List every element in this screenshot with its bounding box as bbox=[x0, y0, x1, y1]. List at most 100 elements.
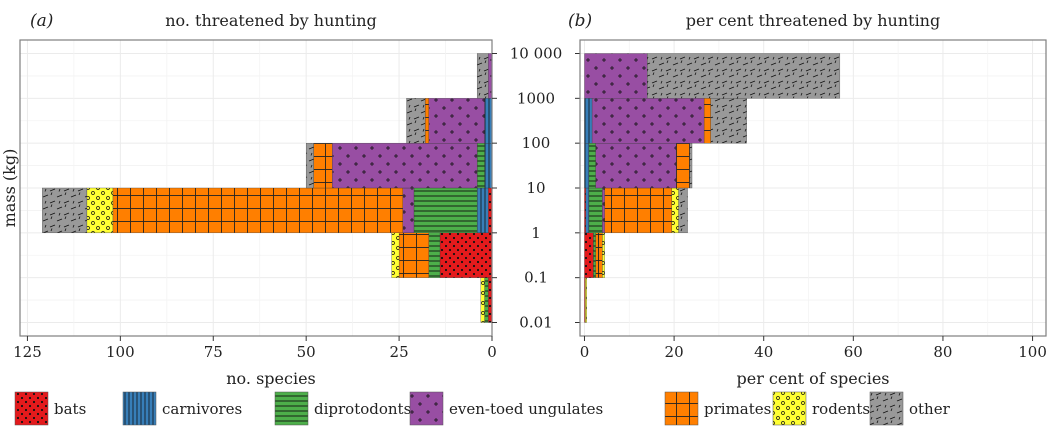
panel-a-bars bbox=[42, 53, 493, 323]
legend-item-other: other bbox=[869, 391, 951, 426]
panel-b-bar-other bbox=[689, 143, 693, 189]
panel-b-bar-other bbox=[647, 53, 841, 99]
panel-b-label: (b) bbox=[568, 11, 592, 31]
panel-a-label: (a) bbox=[30, 11, 53, 31]
panel-a-bar-carnivores bbox=[476, 187, 489, 233]
legend-label: rodents bbox=[812, 400, 870, 418]
panel-b-bar-diprotodonts bbox=[588, 187, 603, 233]
panel-a-bar-even-toed-ungulates bbox=[402, 187, 415, 233]
panel-a-bar-other bbox=[306, 143, 314, 189]
grid-icon bbox=[664, 391, 699, 426]
panel-a-title: no. threatened by hunting bbox=[165, 11, 377, 30]
y-tick-label: 10 000 bbox=[510, 44, 563, 62]
panel-b-bar-rodents bbox=[671, 187, 679, 233]
panel-a-bar-rodents bbox=[391, 232, 400, 278]
legend-label: bats bbox=[54, 400, 86, 418]
panel-b-bar-even-toed-ungulates bbox=[602, 187, 605, 233]
panel-b-x-tick-label: 80 bbox=[933, 343, 952, 361]
panel-a-x-ticks: 0 25 50 75 100 125 bbox=[13, 336, 497, 361]
legend-item-rodents: rodents bbox=[772, 391, 870, 426]
panel-b-bar-primates bbox=[676, 143, 690, 189]
circles-icon bbox=[772, 391, 807, 426]
panel-b-bar-carnivores bbox=[584, 143, 590, 189]
panel-b-bar-even-toed-ungulates bbox=[584, 53, 648, 99]
dashes-icon bbox=[869, 391, 904, 426]
panel-b-bar-bats bbox=[584, 232, 594, 278]
panel-b-x-tick-label: 40 bbox=[754, 343, 773, 361]
panel-b-bar-even-toed-ungulates bbox=[595, 143, 677, 189]
panel-a-bar-carnivores bbox=[484, 143, 493, 189]
panel-a-bar-even-toed-ungulates bbox=[332, 143, 478, 189]
panel-b-x-tick-label: 60 bbox=[844, 343, 863, 361]
panel-a-bar-primates bbox=[112, 187, 403, 233]
panel-a-bar-rodents bbox=[86, 187, 114, 233]
panel-a: (a) no. threatened by hunting 0 25 50 75 100… bbox=[13, 11, 497, 388]
panel-a-bar-diprotodonts bbox=[428, 232, 441, 278]
panel-a-bar-rodents bbox=[480, 277, 485, 323]
panel-a-bar-other bbox=[406, 98, 426, 144]
panel-a-bar-bats bbox=[439, 232, 493, 278]
panel-b-x-ticks: 0 20 40 60 80 100 bbox=[580, 336, 1047, 361]
panel-b: (b) per cent threatened by hunting 0 20 40… bbox=[568, 11, 1047, 388]
panel-b-bar-primates bbox=[703, 98, 711, 144]
legend-item-carnivores: carnivores bbox=[122, 391, 242, 426]
panel-b-bar-rodents bbox=[585, 277, 587, 323]
y-tick-labels: 0.01 0.1 1 10 100 1000 10 000 bbox=[492, 44, 580, 332]
dots-icon bbox=[14, 391, 49, 426]
panel-a-x-tick-label: 50 bbox=[297, 343, 316, 361]
panel-a-bar-even-toed-ungulates bbox=[428, 98, 485, 144]
panel-a-x-tick-label: 125 bbox=[13, 343, 42, 361]
legend-item-primates: primates bbox=[664, 391, 771, 426]
vertical-lines-icon bbox=[122, 391, 157, 426]
legend-label: other bbox=[909, 400, 951, 418]
panel-b-bar-other bbox=[678, 187, 688, 233]
y-tick-label: 10 bbox=[526, 179, 545, 197]
panel-a-bar-primates bbox=[424, 98, 429, 144]
panel-b-x-axis-title: per cent of species bbox=[736, 369, 889, 388]
panel-a-x-tick-label: 75 bbox=[204, 343, 223, 361]
y-axis-title: mass (kg) bbox=[0, 149, 19, 228]
panel-b-bar-even-toed-ungulates bbox=[591, 98, 705, 144]
panel-a-bar-diprotodonts bbox=[484, 277, 489, 323]
plus-marks-icon bbox=[409, 391, 444, 426]
legend-label: carnivores bbox=[162, 400, 242, 418]
panel-b-bar-carnivores bbox=[584, 98, 593, 144]
legend-item-bats: bats bbox=[14, 391, 86, 426]
shared-y-axis: mass (kg) 0.01 0.1 1 10 100 1000 10 000 bbox=[0, 44, 580, 332]
panel-b-x-tick-label: 0 bbox=[580, 343, 590, 361]
panel-b-bar-diprotodonts bbox=[593, 232, 596, 278]
panel-b-x-tick-label: 20 bbox=[665, 343, 684, 361]
panel-a-bar-other bbox=[476, 53, 489, 99]
legend: bats carnivores diprotodonts even-toed ungu… bbox=[14, 391, 951, 426]
panel-b-border bbox=[579, 39, 1047, 337]
legend-label: even-toed ungulates bbox=[449, 400, 603, 418]
panel-a-bar-diprotodonts bbox=[413, 187, 478, 233]
legend-item-even-toed-ungulates: even-toed ungulates bbox=[409, 391, 603, 426]
panel-b-bar-carnivores bbox=[585, 187, 590, 233]
y-tick-label: 0.01 bbox=[519, 314, 552, 332]
panel-a-bar-carnivores bbox=[484, 98, 493, 144]
y-tick-label: 1000 bbox=[517, 89, 555, 107]
panel-a-bar-other bbox=[42, 187, 88, 233]
legend-label: primates bbox=[704, 400, 771, 418]
panel-b-x-tick-label: 100 bbox=[1018, 343, 1047, 361]
panel-a-x-axis-title: no. species bbox=[226, 369, 316, 388]
panel-b-bar-bats bbox=[584, 187, 586, 233]
panel-a-x-tick-label: 25 bbox=[390, 343, 409, 361]
panel-b-bar-rodents bbox=[602, 232, 605, 278]
panel-a-bar-primates bbox=[398, 232, 429, 278]
panel-b-bar-diprotodonts bbox=[588, 143, 596, 189]
panel-b-title: per cent threatened by hunting bbox=[686, 11, 940, 30]
panel-a-x-tick-label: 0 bbox=[487, 343, 497, 361]
y-tick-label: 1 bbox=[531, 224, 541, 242]
panel-b-bar-primates bbox=[595, 232, 603, 278]
legend-item-diprotodonts: diprotodonts bbox=[274, 391, 411, 426]
y-tick-label: 100 bbox=[522, 134, 551, 152]
panel-b-bars bbox=[584, 53, 841, 323]
horizontal-lines-icon bbox=[274, 391, 309, 426]
panel-b-bar-primates bbox=[604, 187, 673, 233]
panel-a-bar-diprotodonts bbox=[476, 143, 485, 189]
panel-a-bar-primates bbox=[313, 143, 333, 189]
panel-a-x-tick-label: 100 bbox=[106, 343, 135, 361]
